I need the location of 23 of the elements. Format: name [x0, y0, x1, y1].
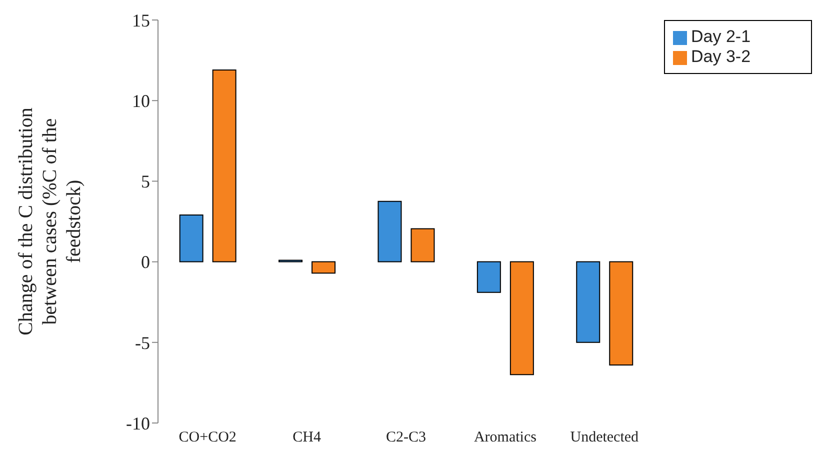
bar	[476, 261, 501, 293]
y-tick-label: 10	[132, 90, 150, 111]
bar	[410, 228, 435, 262]
x-tick-label: C2-C3	[386, 430, 426, 446]
y-axis-title: Change of the C distribution between cases (%C of the feedstock)	[15, 108, 85, 336]
y-tick-label: 0	[141, 252, 150, 272]
y-tick-label: -5	[135, 332, 150, 353]
bar	[179, 214, 204, 262]
y-tick-label: -10	[126, 413, 150, 434]
bar	[378, 200, 402, 262]
legend-label: Day 3-2	[691, 47, 751, 66]
bar	[609, 261, 634, 366]
y-tick-label: 15	[132, 10, 150, 30]
x-tick-label: CH4	[292, 430, 322, 446]
bar	[312, 261, 336, 274]
legend-label: Day 2-1	[691, 27, 751, 46]
x-tick-label: Undetected	[570, 430, 640, 446]
bar	[510, 261, 534, 376]
bar	[576, 261, 600, 343]
x-tick-label: Aromatics	[474, 430, 537, 446]
x-tick-label: CO+CO2	[178, 430, 236, 446]
bar	[212, 69, 236, 262]
y-tick-label: 5	[141, 172, 150, 192]
